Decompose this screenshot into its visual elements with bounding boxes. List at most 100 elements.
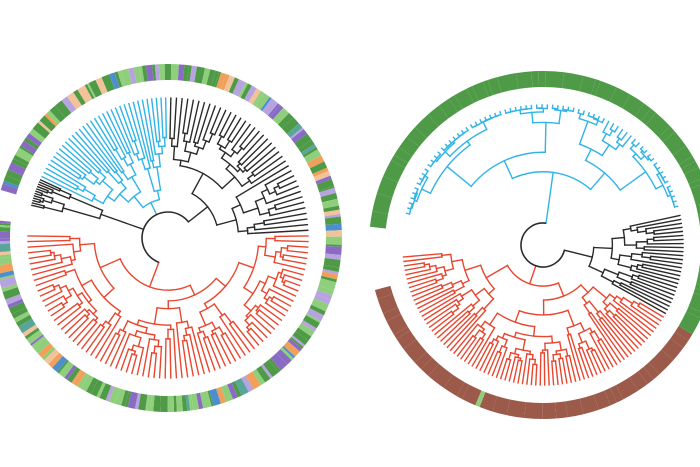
tree-branch bbox=[29, 258, 56, 265]
tree-branch bbox=[85, 326, 106, 353]
ring-segment bbox=[33, 338, 50, 354]
tree-branch bbox=[35, 190, 44, 195]
tree-branch bbox=[636, 218, 682, 229]
tree-branch bbox=[490, 338, 495, 345]
ring-segment bbox=[290, 127, 304, 140]
right-circular-tree bbox=[369, 71, 700, 420]
ring-segment bbox=[207, 390, 214, 407]
tree-branch bbox=[286, 245, 309, 248]
ring-segment bbox=[298, 323, 315, 337]
ring-segment bbox=[185, 394, 191, 411]
tree-branch bbox=[514, 309, 521, 324]
tree-branch bbox=[528, 264, 537, 285]
ring-segment bbox=[374, 285, 393, 300]
tree-branch bbox=[280, 246, 289, 249]
tree-branch bbox=[431, 313, 455, 332]
tree-branch bbox=[630, 258, 682, 269]
tree-branch bbox=[615, 137, 621, 144]
ring-segment bbox=[188, 394, 194, 411]
ring-segment bbox=[479, 392, 497, 412]
ring-segment bbox=[403, 339, 427, 363]
ring-segment bbox=[228, 77, 239, 94]
ring-segment bbox=[11, 307, 28, 319]
tree-branch bbox=[272, 295, 292, 307]
tree-branch bbox=[630, 229, 639, 232]
ring-segment bbox=[670, 331, 689, 348]
tree-branch bbox=[202, 337, 216, 371]
tree-branch bbox=[107, 312, 117, 325]
ring-segment bbox=[318, 186, 335, 193]
ring-segment bbox=[153, 395, 161, 412]
tree-branch bbox=[185, 339, 194, 377]
ring-segment bbox=[695, 204, 700, 222]
tree-branch bbox=[140, 158, 147, 171]
tree-branch bbox=[426, 303, 457, 325]
ring-segment bbox=[145, 64, 154, 82]
ring-segment bbox=[201, 67, 211, 85]
tree-branch bbox=[69, 195, 104, 212]
tree-branch bbox=[254, 223, 309, 231]
ring-segment bbox=[95, 77, 108, 95]
tree-branch bbox=[219, 316, 246, 356]
tree-branch bbox=[495, 346, 508, 378]
tree-branch bbox=[479, 320, 487, 328]
tree-branch bbox=[464, 264, 482, 272]
clade-clade_blue bbox=[41, 97, 168, 216]
tree-branch bbox=[456, 334, 474, 357]
tree-branch bbox=[619, 284, 669, 311]
tree-branch bbox=[76, 291, 83, 297]
tree-branch bbox=[67, 287, 74, 292]
tree-branch bbox=[64, 294, 73, 301]
clade-clade_black bbox=[169, 97, 309, 235]
tree-branch bbox=[203, 302, 209, 310]
ring-segment bbox=[306, 308, 324, 322]
tree-branch bbox=[27, 243, 74, 248]
ring-segment bbox=[320, 192, 338, 203]
tree-branch bbox=[68, 137, 102, 172]
tree-branch bbox=[274, 239, 309, 243]
tree-branch bbox=[134, 329, 138, 337]
ring-segment bbox=[693, 288, 700, 295]
tree-branch bbox=[74, 131, 111, 172]
tree-branch bbox=[119, 257, 192, 291]
tree-branch bbox=[43, 171, 78, 191]
tree-branch bbox=[58, 148, 91, 175]
ring-segment bbox=[454, 88, 474, 110]
tree-branch bbox=[246, 173, 255, 180]
clade-clade_black bbox=[31, 179, 145, 231]
ring-segment bbox=[658, 126, 675, 143]
tree-branch bbox=[597, 339, 614, 368]
ring-segment bbox=[645, 112, 671, 138]
tree-branch bbox=[210, 334, 227, 367]
tree-branch bbox=[263, 254, 277, 258]
ring-segment bbox=[0, 263, 14, 274]
tree-branch bbox=[116, 328, 122, 336]
tree-branch bbox=[260, 188, 269, 194]
ring-segment bbox=[121, 390, 129, 407]
tree-branch bbox=[592, 246, 614, 250]
tree-branch bbox=[428, 310, 453, 329]
tree-branch bbox=[133, 195, 145, 209]
tree-branch bbox=[202, 330, 207, 339]
tree-branch bbox=[53, 254, 62, 257]
tree-branch bbox=[440, 312, 471, 342]
tree-branch bbox=[588, 300, 600, 314]
tree-branch bbox=[268, 190, 277, 195]
tree-branch bbox=[32, 199, 41, 204]
tree-branch bbox=[558, 357, 564, 385]
ring-segment bbox=[109, 386, 120, 404]
tree-branch bbox=[172, 145, 176, 161]
tree-branch bbox=[129, 163, 137, 176]
tree-branch bbox=[92, 309, 98, 315]
tree-branch bbox=[183, 132, 186, 142]
tree-branch bbox=[264, 169, 292, 186]
tree-branch bbox=[220, 334, 237, 362]
ring-segment bbox=[267, 103, 281, 118]
ring-segment bbox=[91, 379, 104, 397]
tree-branch bbox=[27, 239, 71, 243]
tree-branch bbox=[588, 327, 594, 334]
tree-branch bbox=[146, 167, 156, 193]
tree-branch bbox=[42, 290, 63, 302]
ring-segment bbox=[475, 390, 486, 408]
tree-branch bbox=[272, 285, 297, 297]
